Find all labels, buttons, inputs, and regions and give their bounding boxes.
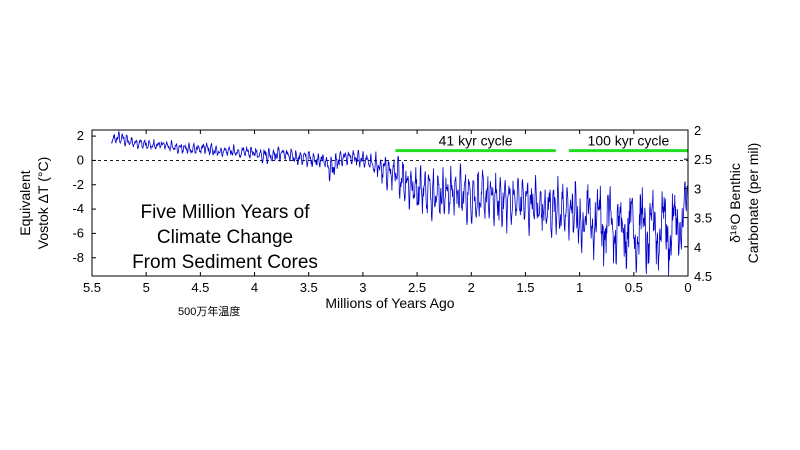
x-tick-label: 4 xyxy=(251,280,258,295)
y-right-title-line: Carbonate (per mil) xyxy=(745,143,761,264)
y-left-tick-label: 2 xyxy=(77,128,84,143)
chart-title: Five Million Years of Climate Change Fro… xyxy=(100,200,350,275)
series-line xyxy=(111,130,689,277)
y-left-axis-title: Equivalent Vostok ΔT (°C) xyxy=(17,157,51,250)
y-right-tick-label: 4.5 xyxy=(694,269,712,284)
y-right-tick-label: 4 xyxy=(694,240,701,255)
y-left-axis-ticks: 2 0 -2 -4 -6 -8 xyxy=(72,128,96,265)
x-tick-label: 1.5 xyxy=(516,280,534,295)
y-right-tick-label: 3 xyxy=(694,181,701,196)
plot-frame xyxy=(91,129,689,277)
y-left-title-line: Vostok ΔT (°C) xyxy=(35,157,51,250)
series-group xyxy=(111,130,689,277)
y-right-tick-label: 2.5 xyxy=(694,152,712,167)
x-tick-label: 1 xyxy=(576,280,583,295)
x-tick-label: 0 xyxy=(684,280,691,295)
chart-title-line: Five Million Years of xyxy=(140,202,310,223)
cycle-label: 41 kyr cycle xyxy=(439,133,513,149)
y-left-tick-label: -6 xyxy=(72,225,84,240)
y-left-tick-label: -2 xyxy=(72,177,84,192)
y-right-axis-ticks: 2 2.5 3 3.5 4 4.5 xyxy=(684,123,712,284)
x-tick-label: 2.5 xyxy=(408,280,426,295)
x-tick-label: 3.5 xyxy=(300,280,318,295)
x-axis-ticks: 5.5 5 4.5 4 3.5 3 2.5 2 1.5 1 0.5 0 xyxy=(83,130,692,295)
cycle-label: 100 kyr cycle xyxy=(588,133,670,149)
x-tick-label: 0.5 xyxy=(625,280,643,295)
x-tick-label: 3 xyxy=(359,280,366,295)
x-tick-label: 5.5 xyxy=(83,280,101,295)
y-right-title-line: δ¹⁸O Benthic xyxy=(727,163,743,243)
y-right-tick-label: 2 xyxy=(694,123,701,138)
y-left-tick-label: 0 xyxy=(77,152,84,167)
x-tick-label: 4.5 xyxy=(191,280,209,295)
x-tick-label: 2 xyxy=(468,280,475,295)
y-right-tick-label: 3.5 xyxy=(694,211,712,226)
x-axis-title: Millions of Years Ago xyxy=(325,295,454,311)
y-left-tick-label: -8 xyxy=(72,250,84,265)
chart-title-line: Climate Change xyxy=(156,227,294,248)
chart-title-line: From Sediment Cores xyxy=(132,252,318,273)
x-tick-label: 5 xyxy=(143,280,150,295)
y-left-title-line: Equivalent xyxy=(17,170,33,235)
y-right-axis-title: δ¹⁸O Benthic Carbonate (per mil) xyxy=(727,143,761,264)
caption: 500万年温度 xyxy=(178,306,241,318)
annotation-group: 41 kyr cycle 100 kyr cycle xyxy=(395,133,688,153)
y-left-tick-label: -4 xyxy=(72,201,84,216)
